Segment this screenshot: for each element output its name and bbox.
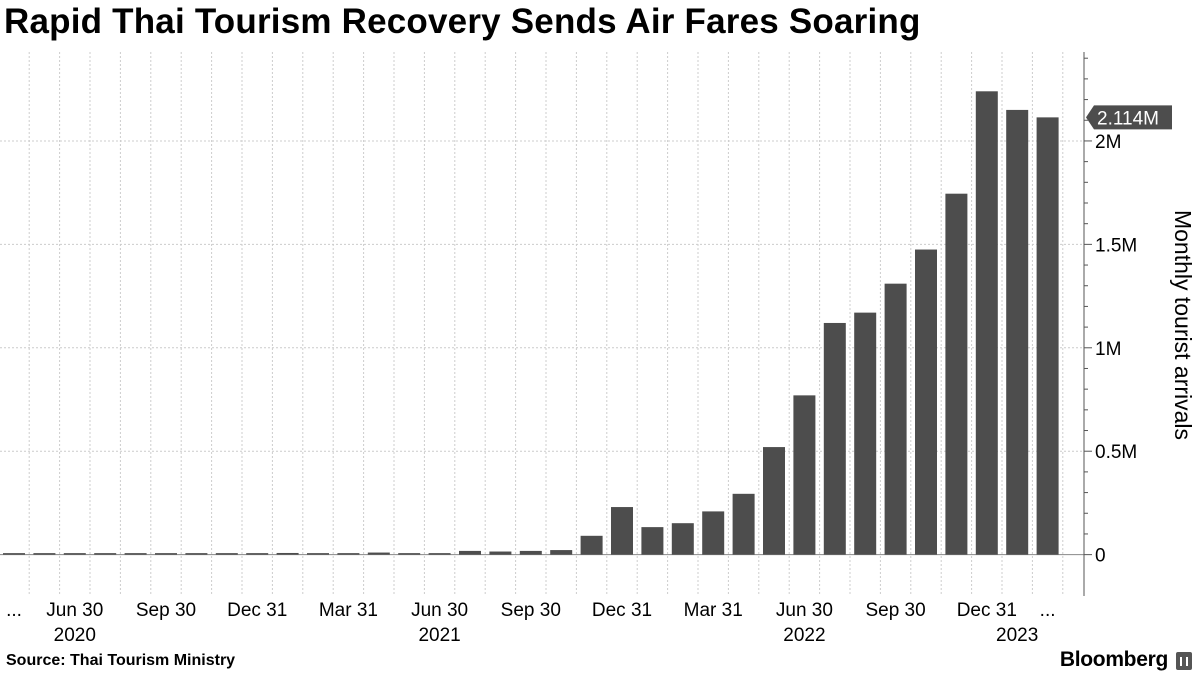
bar	[702, 511, 725, 555]
bar	[975, 91, 998, 555]
y-tick-label: 1M	[1095, 339, 1121, 360]
x-tick-label: Mar 31	[319, 600, 378, 621]
y-tick-label: 0.5M	[1095, 442, 1137, 463]
bar	[459, 550, 481, 555]
bar	[793, 395, 816, 555]
bar	[124, 553, 147, 555]
x-tick-label: ...	[1040, 600, 1056, 621]
bar	[641, 527, 664, 555]
y-tick-label: 1.5M	[1095, 235, 1137, 256]
terminal-icon	[1176, 652, 1192, 670]
y-axis-label: Monthly tourist arrivals	[1170, 210, 1196, 440]
bar	[367, 552, 390, 555]
bar	[489, 551, 512, 555]
last-value-callout-box	[1086, 105, 1172, 130]
bars	[3, 91, 1059, 555]
x-tick-label: Mar 31	[684, 600, 743, 621]
bar	[519, 550, 542, 555]
x-tick-label: Sep 30	[136, 600, 196, 621]
chart-title: Rapid Thai Tourism Recovery Sends Air Fa…	[4, 2, 921, 41]
bar	[94, 553, 117, 555]
bar	[854, 312, 877, 555]
bar	[732, 493, 755, 555]
x-axis: ... Jun 30 Sep 30 Dec 31 Mar 31 Jun 30 Sep 30 D…	[6, 600, 1055, 646]
bar	[63, 553, 86, 555]
x-year-label: 2023	[996, 625, 1038, 646]
bar	[215, 553, 238, 555]
bar	[1006, 109, 1029, 555]
bar	[671, 523, 694, 555]
last-value-callout: 2.114M	[1086, 105, 1172, 130]
bar	[185, 553, 208, 555]
vertical-gridlines	[28, 52, 1064, 596]
x-tick-label: Sep 30	[501, 600, 561, 621]
x-tick-label: ...	[6, 600, 22, 621]
bloomberg-logo: Bloomberg	[1059, 648, 1168, 671]
bar	[915, 249, 937, 555]
bar	[155, 553, 177, 555]
y-tick-label: 0	[1095, 546, 1106, 567]
x-tick-label: Dec 31	[592, 600, 652, 621]
bar	[763, 447, 785, 555]
x-year-label: 2021	[418, 625, 460, 646]
bar	[276, 552, 299, 555]
x-year-label: 2022	[783, 625, 825, 646]
x-tick-label: Jun 30	[776, 600, 833, 621]
y-axis: 0 0.5M 1M 1.5M 2M	[1083, 52, 1137, 596]
bar	[611, 507, 633, 555]
x-year-label: 2020	[54, 625, 96, 646]
bar	[3, 553, 25, 555]
bar	[1036, 117, 1059, 555]
bar	[580, 535, 603, 555]
bar	[884, 283, 907, 555]
bar	[398, 553, 421, 555]
bar	[428, 553, 451, 555]
bar	[307, 553, 329, 555]
source-note: Source: Thai Tourism Ministry	[6, 652, 236, 669]
x-tick-label: Sep 30	[865, 600, 925, 621]
x-tick-label: Jun 30	[46, 600, 103, 621]
last-value-label: 2.114M	[1097, 108, 1159, 129]
bar	[246, 553, 269, 555]
x-tick-label: Dec 31	[957, 600, 1017, 621]
bar	[823, 322, 846, 555]
bar	[550, 550, 573, 555]
x-tick-label: Jun 30	[411, 600, 468, 621]
bar	[337, 553, 360, 555]
bar	[33, 553, 56, 555]
bar	[945, 193, 968, 555]
y-tick-label: 2M	[1095, 132, 1121, 153]
x-tick-label: Dec 31	[227, 600, 287, 621]
